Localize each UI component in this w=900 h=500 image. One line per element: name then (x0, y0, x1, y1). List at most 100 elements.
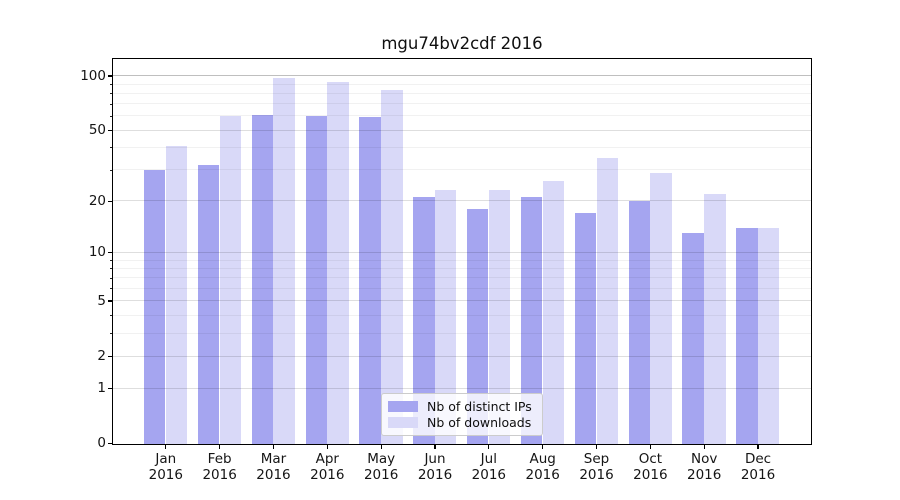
x-tick-label: Dec 2016 (740, 451, 776, 483)
y-tick-mark (107, 355, 113, 357)
bar-distinct-ips (251, 114, 274, 444)
gridline-minor (113, 169, 811, 171)
y-tick-label: 2 (97, 347, 106, 364)
x-tick-mark (272, 445, 275, 450)
y-minor-tick-mark (109, 147, 113, 149)
y-minor-tick-mark (109, 93, 113, 95)
y-tick-mark (107, 129, 113, 132)
bar-downloads (488, 190, 511, 444)
y-minor-tick-mark (109, 169, 113, 171)
x-tick-label: Aug 2016 (525, 451, 560, 483)
y-minor-tick-mark (109, 315, 113, 317)
x-tick-label: Sep 2016 (579, 451, 614, 483)
gridline-minor (113, 103, 811, 105)
y-tick-mark (107, 443, 113, 445)
bar-downloads (596, 158, 618, 444)
bar-downloads (650, 172, 672, 444)
y-tick-label: 0 (97, 435, 106, 452)
y-tick-label: 5 (97, 292, 106, 309)
x-tick-mark (542, 445, 544, 450)
x-tick-label: Nov 2016 (687, 451, 722, 483)
y-tick-mark (107, 387, 113, 390)
gridline-minor (113, 288, 811, 290)
y-minor-tick-mark (109, 288, 113, 290)
y-minor-tick-mark (109, 83, 113, 85)
bar-distinct-ips (359, 117, 381, 444)
x-tick-mark (703, 445, 705, 450)
bar-downloads (273, 78, 295, 444)
x-tick-mark (595, 445, 598, 450)
gridline-minor (113, 92, 811, 94)
legend-swatch-downloads (388, 417, 418, 429)
bar-distinct-ips (413, 197, 435, 444)
gridline-minor (113, 314, 811, 316)
y-minor-tick-mark (109, 103, 113, 105)
bar-distinct-ips (467, 208, 489, 444)
gridline-major (113, 129, 811, 131)
legend-swatch-distinct-ips (388, 400, 418, 412)
legend-item-distinct-ips: Nb of distinct IPs (388, 398, 536, 415)
bar-distinct-ips (628, 200, 650, 444)
x-tick-label: Jul 2016 (471, 451, 506, 483)
gridline-major (113, 252, 811, 253)
gridline-major (113, 300, 811, 302)
bar-downloads (758, 227, 780, 444)
gridline-major (113, 75, 811, 77)
gridline-minor (113, 83, 811, 85)
x-tick-mark (757, 445, 759, 450)
x-tick-label: Jan 2016 (148, 451, 183, 483)
x-tick-mark (380, 445, 382, 450)
gridline-minor (113, 332, 811, 334)
bar-downloads (435, 190, 457, 444)
bar-downloads (327, 82, 349, 444)
chart-title: mgu74bv2cdf 2016 (381, 34, 543, 53)
bar-distinct-ips (144, 169, 166, 444)
y-minor-tick-mark (109, 259, 113, 261)
x-tick-label: May 2016 (363, 451, 399, 483)
y-minor-tick-mark (109, 115, 113, 117)
x-tick-label: Apr 2016 (310, 451, 345, 483)
x-tick-label: Feb 2016 (202, 451, 237, 483)
x-tick-mark (488, 445, 490, 450)
legend: Nb of distinct IPs Nb of downloads (381, 393, 543, 436)
x-tick-mark (219, 445, 221, 450)
bar-downloads (219, 115, 242, 444)
legend-item-downloads: Nb of downloads (388, 415, 536, 432)
bar-downloads (165, 145, 188, 444)
y-tick-mark (107, 252, 113, 254)
bar-downloads (542, 180, 565, 444)
bar-distinct-ips (305, 115, 327, 444)
gridline-minor (113, 277, 811, 279)
x-tick-mark (326, 445, 328, 450)
bar-downloads (704, 193, 726, 444)
plot-area (112, 58, 812, 445)
x-tick-mark (649, 445, 651, 450)
x-tick-mark (165, 445, 167, 450)
gridline-minor (113, 267, 811, 269)
x-tick-label: Oct 2016 (633, 451, 668, 483)
y-tick-label: 50 (88, 121, 106, 138)
x-tick-mark (434, 445, 436, 450)
y-tick-label: 20 (88, 192, 106, 209)
y-tick-mark (107, 300, 113, 302)
gridline-minor (113, 115, 811, 117)
legend-label-downloads: Nb of downloads (427, 415, 532, 431)
y-tick-mark (107, 200, 113, 202)
y-minor-tick-mark (109, 277, 113, 279)
bar-distinct-ips (520, 197, 543, 444)
gridline-major (113, 200, 811, 202)
bar-distinct-ips (736, 227, 758, 444)
x-tick-label: Jun 2016 (417, 451, 453, 483)
x-tick-label: Mar 2016 (256, 451, 291, 483)
legend-label-distinct-ips: Nb of distinct IPs (427, 398, 532, 414)
bar-downloads (381, 89, 403, 444)
y-tick-mark (107, 75, 113, 77)
bar-distinct-ips (682, 233, 704, 444)
bar-distinct-ips (197, 164, 220, 444)
gridline-major (113, 355, 811, 357)
gridline-minor (113, 259, 811, 261)
bar-distinct-ips (574, 213, 597, 444)
y-minor-tick-mark (109, 268, 113, 270)
gridline-major (113, 387, 811, 389)
